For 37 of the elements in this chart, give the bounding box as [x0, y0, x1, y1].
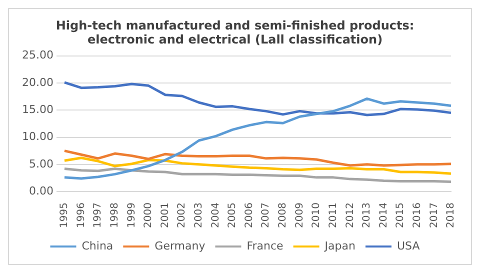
x-tick-label: 2006 — [244, 202, 255, 228]
legend-label: USA — [396, 239, 420, 252]
legend-label: China — [82, 239, 114, 252]
x-tick-label: 2011 — [328, 202, 339, 228]
x-tick-label: 1999 — [126, 202, 138, 228]
x-tick-label: 1997 — [92, 202, 104, 228]
x-tick-label: 2017 — [428, 202, 440, 228]
x-tick-label: 2012 — [344, 202, 356, 228]
legend-label: Japan — [324, 239, 356, 252]
y-tick-label: 10.00 — [22, 130, 54, 144]
x-tick-label: 2009 — [294, 202, 306, 228]
x-tick-label: 2010 — [311, 202, 322, 228]
x-tick-label: 2002 — [176, 202, 188, 228]
x-tick-label: 2007 — [260, 202, 272, 228]
x-tick-label: 2001 — [160, 202, 171, 228]
legend-label: Germany — [154, 239, 206, 252]
y-tick-label: 15.00 — [22, 102, 54, 116]
x-tick-label: 2004 — [210, 202, 222, 228]
y-tick-label: 25.00 — [22, 48, 54, 62]
x-tick-label: 2014 — [378, 202, 390, 228]
y-tick-label: 0.00 — [28, 184, 54, 198]
text: High-tech manufactured and semi-finished products: — [56, 18, 414, 32]
y-tick-label: 20.00 — [22, 76, 54, 89]
x-tick-label: 2008 — [278, 202, 289, 228]
text: electronic and electrical (Lall classification) — [87, 32, 383, 47]
x-tick-label: 1998 — [110, 202, 120, 228]
y-tick-label: 5.00 — [28, 157, 54, 170]
x-tick-label: 2016 — [412, 202, 423, 228]
x-tick-label: 2013 — [362, 202, 373, 228]
x-tick-label: 2005 — [227, 202, 238, 228]
x-tick-label: 2000 — [143, 202, 154, 228]
x-tick-label: 2018 — [446, 202, 457, 228]
legend-label: France — [246, 239, 284, 252]
x-tick-label: 1995 — [59, 202, 70, 228]
x-tick-label: 1996 — [76, 202, 87, 228]
x-tick-label: 2015 — [395, 202, 406, 228]
x-tick-label: 2003 — [194, 202, 205, 228]
